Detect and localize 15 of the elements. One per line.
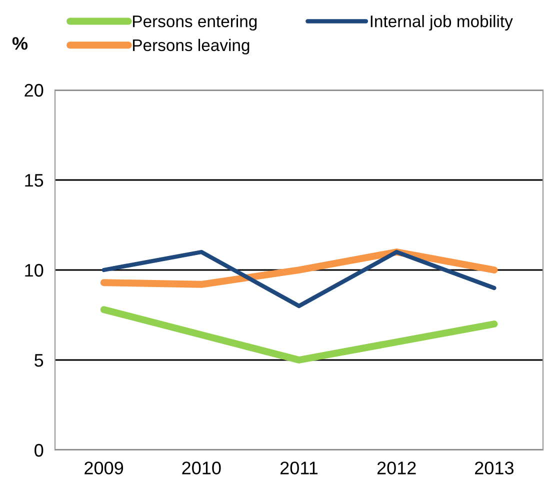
x-tick-label: 2011 [280, 462, 318, 474]
y-axis-title: % [12, 37, 28, 50]
y-tick-label: 0 [34, 444, 44, 457]
y-tick-label: 10 [25, 264, 44, 277]
x-tick-label: 2013 [475, 462, 514, 474]
x-tick-label: 2010 [182, 462, 221, 474]
y-tick-label: 5 [34, 354, 44, 367]
x-tick-label: 2009 [84, 462, 124, 474]
legend-label: Persons entering [133, 15, 257, 31]
y-tick-label: 20 [24, 84, 44, 97]
y-tick-label: 15 [25, 174, 44, 187]
legend-label: Persons leaving [133, 38, 250, 54]
line-series [102, 250, 496, 308]
legend-label: Internal job mobility [370, 15, 513, 31]
x-tick-label: 2012 [377, 462, 416, 474]
